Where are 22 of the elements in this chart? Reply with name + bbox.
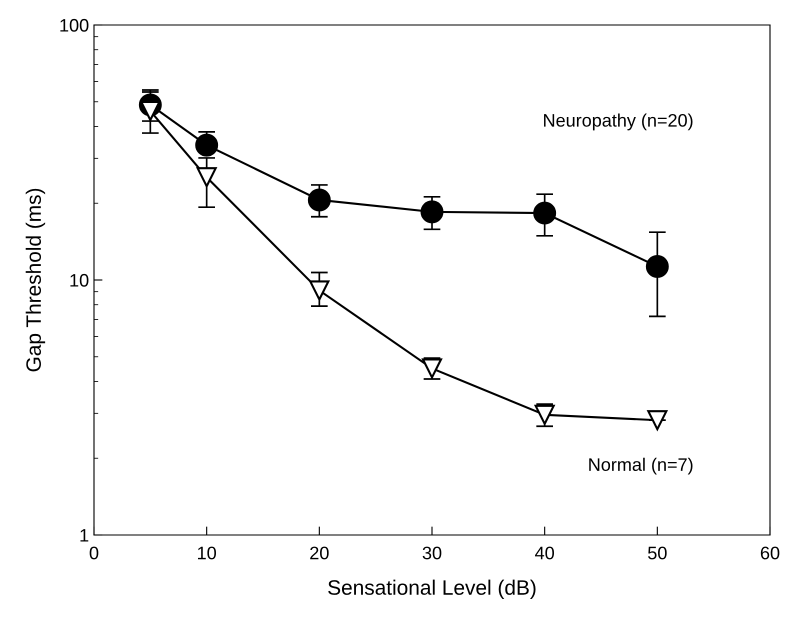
x-tick-label: 0 (90, 546, 98, 560)
point (196, 167, 217, 188)
y-axis-title: Gap Threshold (ms) (26, 188, 46, 372)
point (308, 188, 331, 212)
point (533, 202, 556, 225)
annotation: Normal (n=7) (589, 458, 692, 475)
y-tick-label: 1 (80, 529, 88, 542)
point (420, 200, 444, 224)
x-tick-label: 50 (648, 546, 667, 560)
point (309, 280, 330, 301)
x-tick-label: 20 (310, 546, 329, 560)
annotation: Neuropathy (n=20) (544, 113, 692, 130)
x-tick-label: 60 (760, 546, 780, 560)
y-tick-label: 100 (60, 18, 88, 32)
point (646, 255, 669, 278)
x-axis-title: Sensational Level (dB) (328, 580, 536, 600)
y-tick-label: 10 (70, 274, 88, 287)
point (647, 410, 668, 430)
point (195, 134, 218, 157)
x-tick-label: 10 (198, 546, 216, 560)
x-tick-label: 30 (422, 546, 442, 560)
x-tick-label: 40 (535, 546, 554, 560)
